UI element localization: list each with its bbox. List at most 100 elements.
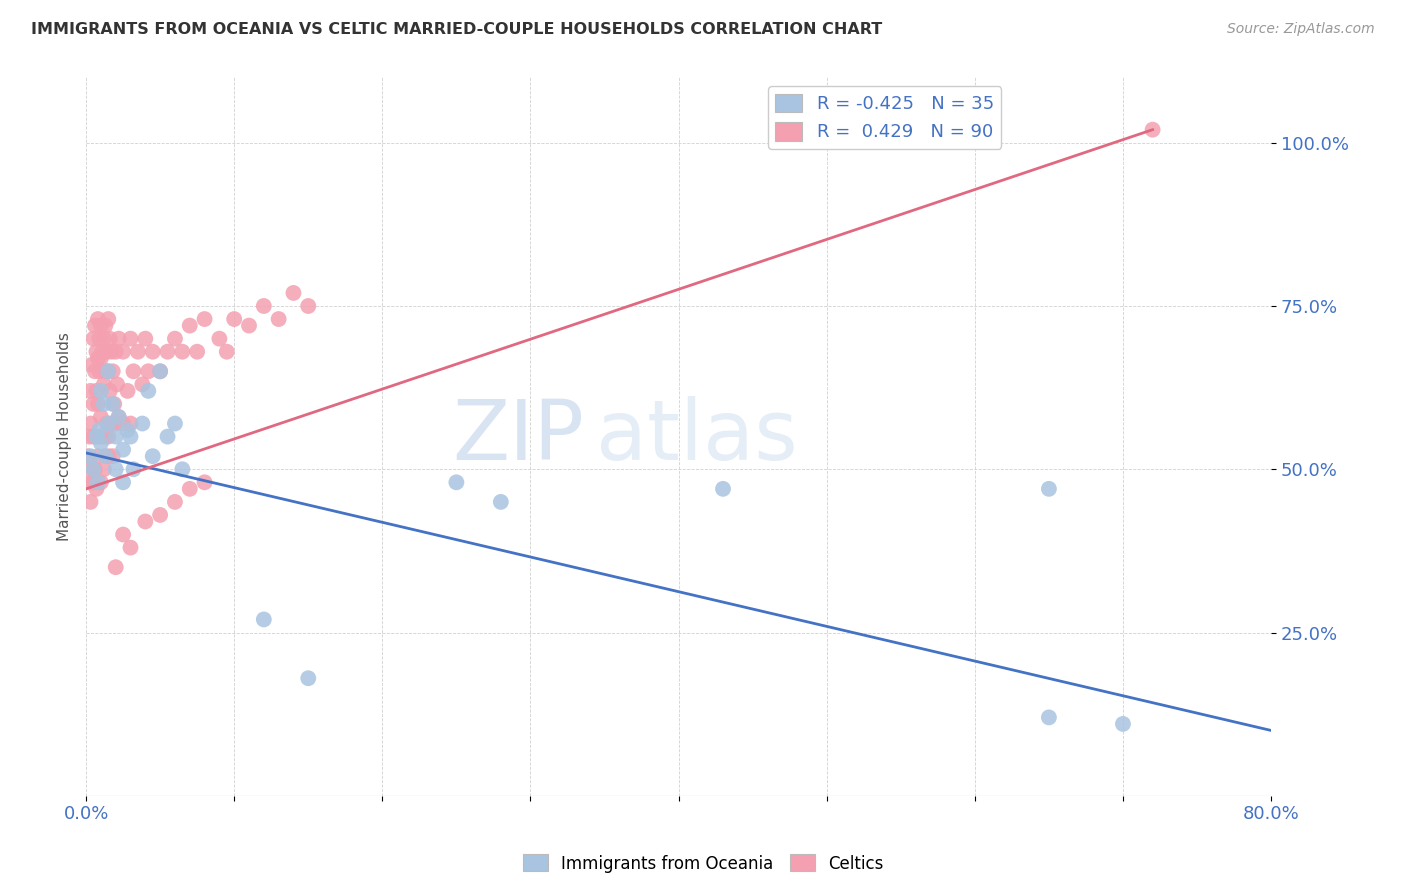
Point	[142, 449, 165, 463]
Point	[253, 612, 276, 626]
Point	[82, 332, 104, 346]
Point	[94, 429, 117, 443]
Point	[104, 462, 127, 476]
Point	[131, 377, 153, 392]
Text: Source: ZipAtlas.com: Source: ZipAtlas.com	[1227, 22, 1375, 37]
Point	[93, 397, 115, 411]
Y-axis label: Married-couple Households: Married-couple Households	[58, 332, 72, 541]
Point	[193, 312, 215, 326]
Point	[136, 364, 159, 378]
Point	[1112, 717, 1135, 731]
Point	[100, 417, 122, 431]
Point	[179, 482, 201, 496]
Point	[1142, 122, 1164, 136]
Point	[89, 423, 111, 437]
Point	[489, 495, 512, 509]
Point	[297, 671, 319, 685]
Point	[711, 482, 734, 496]
Point	[122, 364, 145, 378]
Point	[89, 429, 111, 443]
Point	[215, 344, 238, 359]
Point	[77, 475, 100, 490]
Point	[93, 377, 115, 392]
Point	[97, 449, 120, 463]
Point	[79, 417, 101, 431]
Point	[97, 429, 120, 443]
Point	[79, 384, 101, 398]
Point	[94, 318, 117, 333]
Point	[104, 417, 127, 431]
Point	[224, 312, 246, 326]
Point	[84, 318, 107, 333]
Point	[82, 475, 104, 490]
Point	[76, 449, 98, 463]
Point	[86, 482, 108, 496]
Point	[120, 332, 142, 346]
Point	[94, 449, 117, 463]
Point	[117, 384, 139, 398]
Point	[79, 495, 101, 509]
Text: ZIP: ZIP	[451, 396, 583, 477]
Point	[77, 429, 100, 443]
Point	[267, 312, 290, 326]
Point	[79, 449, 101, 463]
Point	[84, 462, 107, 476]
Point	[96, 344, 118, 359]
Point	[98, 332, 121, 346]
Point	[90, 409, 112, 424]
Point	[86, 384, 108, 398]
Point	[103, 397, 125, 411]
Point	[98, 384, 121, 398]
Point	[97, 364, 120, 378]
Point	[112, 475, 135, 490]
Text: atlas: atlas	[596, 396, 797, 477]
Point	[87, 351, 110, 366]
Point	[112, 417, 135, 431]
Point	[186, 344, 208, 359]
Point	[120, 541, 142, 555]
Point	[104, 344, 127, 359]
Point	[112, 527, 135, 541]
Point	[172, 344, 194, 359]
Point	[122, 462, 145, 476]
Point	[101, 449, 124, 463]
Point	[208, 332, 231, 346]
Point	[149, 508, 172, 522]
Point	[120, 417, 142, 431]
Point	[89, 332, 111, 346]
Text: IMMIGRANTS FROM OCEANIA VS CELTIC MARRIED-COUPLE HOUSEHOLDS CORRELATION CHART: IMMIGRANTS FROM OCEANIA VS CELTIC MARRIE…	[31, 22, 882, 37]
Point	[149, 364, 172, 378]
Point	[90, 436, 112, 450]
Point	[93, 462, 115, 476]
Point	[238, 318, 260, 333]
Point	[127, 344, 149, 359]
Point	[84, 364, 107, 378]
Point	[163, 332, 186, 346]
Point	[91, 429, 114, 443]
Point	[134, 515, 156, 529]
Point	[94, 364, 117, 378]
Point	[104, 560, 127, 574]
Point	[86, 344, 108, 359]
Point	[283, 285, 305, 300]
Point	[89, 364, 111, 378]
Point	[112, 344, 135, 359]
Point	[93, 332, 115, 346]
Point	[112, 442, 135, 457]
Point	[96, 417, 118, 431]
Point	[82, 397, 104, 411]
Point	[1038, 482, 1060, 496]
Point	[149, 364, 172, 378]
Point	[193, 475, 215, 490]
Point	[134, 332, 156, 346]
Point	[117, 423, 139, 437]
Point	[101, 364, 124, 378]
Point	[253, 299, 276, 313]
Point	[97, 417, 120, 431]
Point	[107, 332, 129, 346]
Legend: R = -0.425   N = 35, R =  0.429   N = 90: R = -0.425 N = 35, R = 0.429 N = 90	[768, 87, 1001, 149]
Point	[80, 358, 103, 372]
Point	[90, 475, 112, 490]
Point	[90, 351, 112, 366]
Point	[297, 299, 319, 313]
